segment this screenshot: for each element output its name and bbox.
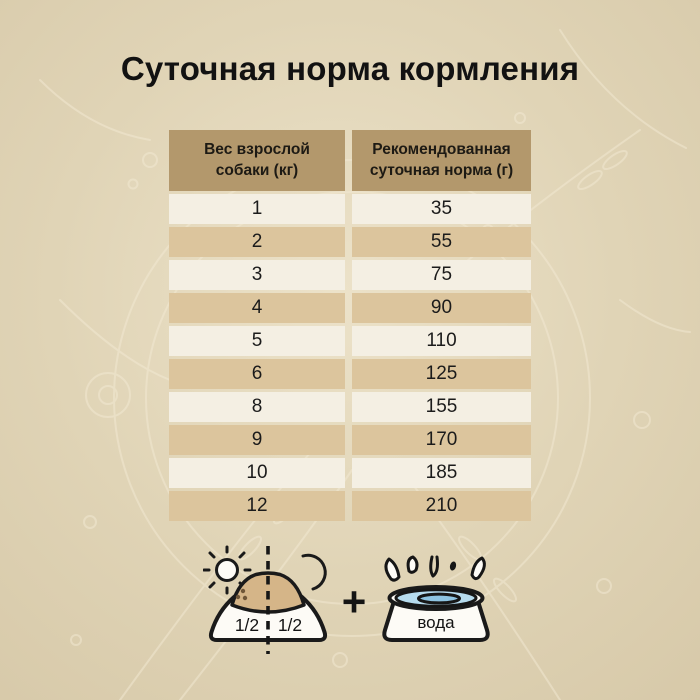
norm-cell: 110: [352, 326, 531, 356]
weight-cell: 5: [169, 326, 345, 356]
col-header-norm: Рекомендованная суточная норма (г): [352, 130, 531, 191]
weight-cell: 9: [169, 425, 345, 455]
weight-cell: 2: [169, 227, 345, 257]
kibble-dots: [235, 588, 247, 601]
norm-cell: 185: [352, 458, 531, 488]
weight-cell: 10: [169, 458, 345, 488]
norm-cell: 35: [352, 194, 531, 224]
portion-left-label: 1/2: [235, 615, 259, 635]
norm-cell: 125: [352, 359, 531, 389]
col-header-weight: Вес взрослой собаки (кг): [169, 130, 345, 191]
norm-cell: 210: [352, 491, 531, 521]
feeding-legend: 1/2 1/2 + вода: [0, 544, 700, 656]
weight-cell: 12: [169, 491, 345, 521]
portion-right-label: 1/2: [278, 615, 302, 635]
splash-drops-icon: [384, 555, 487, 582]
feeding-table: Вес взрослой собаки (кг) Рекомендованная…: [169, 130, 531, 521]
norm-cell: 155: [352, 392, 531, 422]
norm-cell: 75: [352, 260, 531, 290]
norm-cell: 170: [352, 425, 531, 455]
weight-cell: 4: [169, 293, 345, 323]
weight-cell: 6: [169, 359, 345, 389]
weight-cell: 3: [169, 260, 345, 290]
plus-icon: +: [341, 578, 367, 625]
weight-cell: 1: [169, 194, 345, 224]
weight-cell: 8: [169, 392, 345, 422]
water-bowl-icon: вода: [382, 555, 490, 642]
page-title: Суточная норма кормления: [120, 50, 580, 87]
norm-cell: 90: [352, 293, 531, 323]
moon-icon: [301, 553, 327, 591]
norm-cell: 55: [352, 227, 531, 257]
water-ring: [417, 592, 462, 605]
food-bowl-day-night-icon: 1/2 1/2: [202, 545, 327, 654]
water-label: вода: [418, 613, 456, 632]
